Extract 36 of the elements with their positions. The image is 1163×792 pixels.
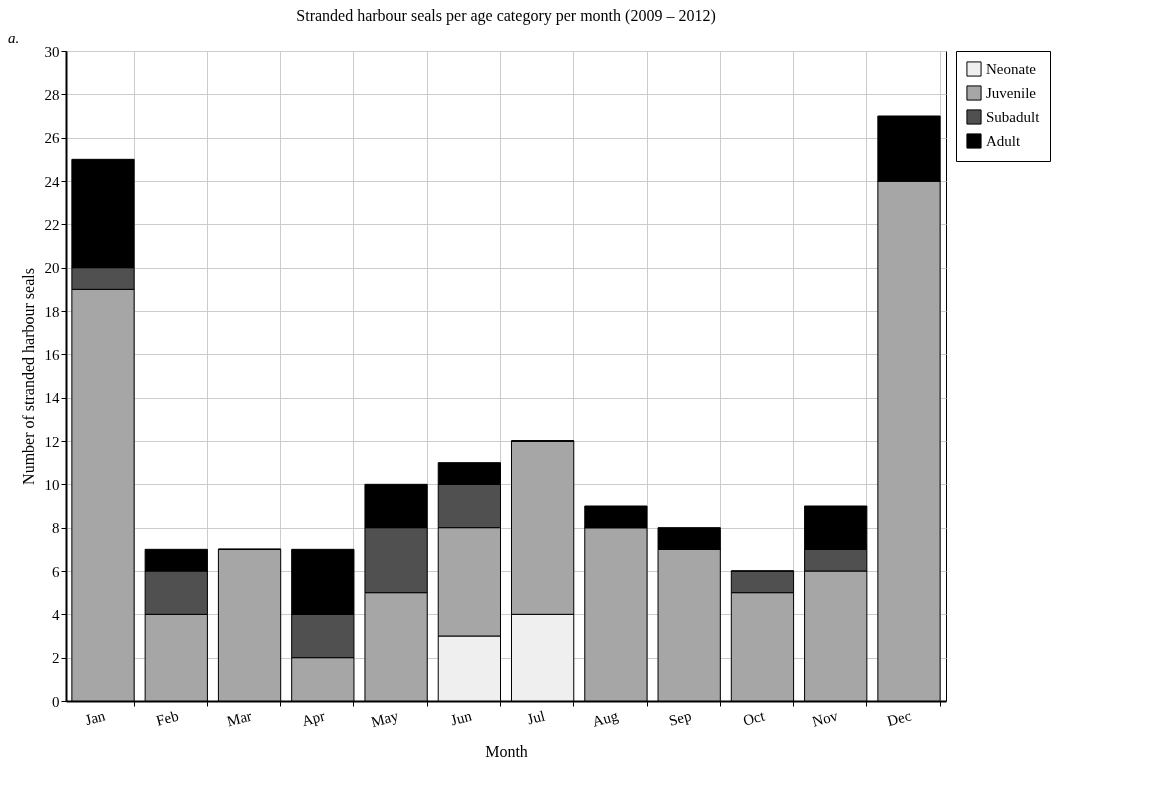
y-tick-label: 2 bbox=[52, 650, 60, 667]
x-tick-label: May bbox=[369, 707, 401, 731]
x-tick-label: Sep bbox=[667, 707, 694, 729]
y-tick-label: 24 bbox=[44, 173, 60, 190]
y-tick-label: 12 bbox=[44, 433, 60, 450]
x-tick-label: Apr bbox=[300, 707, 327, 730]
y-tick-label: 6 bbox=[52, 563, 60, 580]
x-tick-label: Feb bbox=[154, 707, 181, 729]
x-tick-label: Jul bbox=[525, 707, 547, 728]
text: a. bbox=[8, 30, 20, 47]
y-tick-label: 14 bbox=[44, 390, 60, 407]
y-tick-label: 10 bbox=[44, 476, 60, 493]
y-tick-label: 8 bbox=[52, 520, 60, 537]
x-tick-label: Jan bbox=[83, 707, 108, 729]
y-tick-label: 30 bbox=[44, 43, 60, 60]
legend-label: Neonate bbox=[986, 61, 1037, 77]
x-axis-title: Month bbox=[485, 743, 528, 761]
y-tick-label: 22 bbox=[44, 216, 60, 233]
y-tick-label: 26 bbox=[44, 130, 60, 147]
y-tick-label: 0 bbox=[52, 693, 60, 710]
legend-label: Subadult bbox=[986, 109, 1041, 125]
x-tick-label: Nov bbox=[810, 707, 841, 730]
chart-title: Stranded harbour seals per age category per month (2009 – 2012) bbox=[296, 7, 716, 25]
y-axis-title: Number of stranded harbour seals bbox=[19, 268, 37, 485]
legend-label: Juvenile bbox=[986, 85, 1037, 101]
x-tick-label: Mar bbox=[225, 707, 254, 730]
x-tick-label: Jun bbox=[448, 707, 474, 729]
x-tick-label: Dec bbox=[885, 707, 914, 730]
legend-label: Adult bbox=[986, 133, 1021, 149]
y-tick-label: 16 bbox=[44, 346, 60, 363]
y-tick-label: 28 bbox=[44, 86, 60, 103]
x-tick-label: Aug bbox=[590, 707, 621, 730]
y-tick-label: 20 bbox=[44, 260, 60, 277]
y-tick-label: 18 bbox=[44, 303, 60, 320]
x-tick-label: Oct bbox=[741, 707, 768, 729]
y-tick-label: 4 bbox=[52, 606, 60, 623]
